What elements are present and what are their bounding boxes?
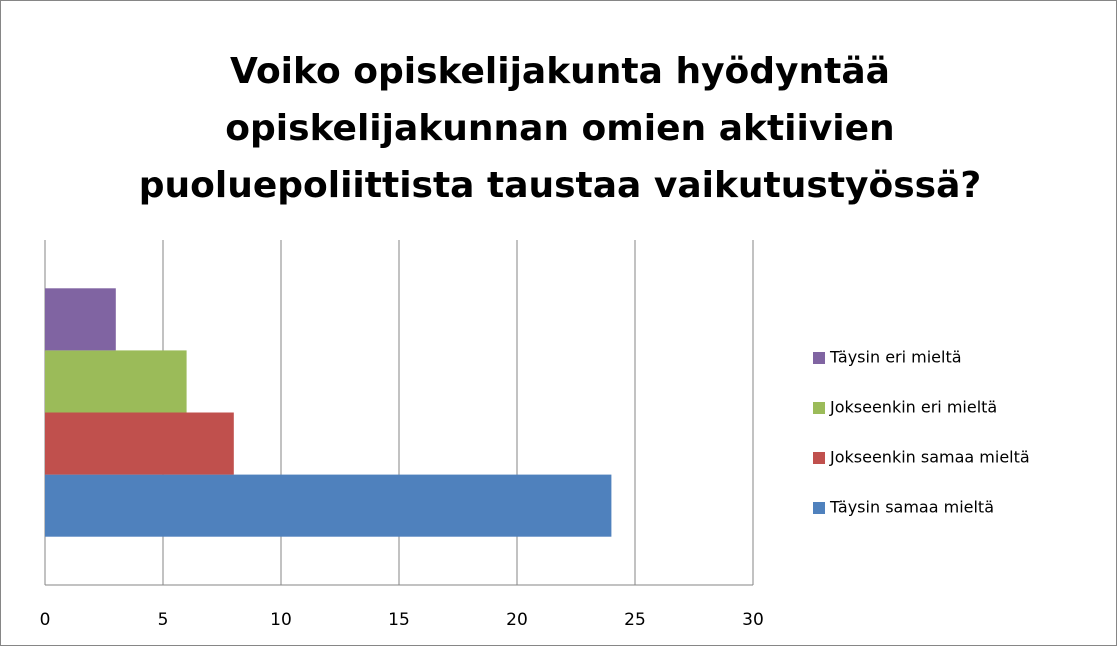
x-tick-label: 5 bbox=[158, 610, 169, 630]
x-tick-label: 15 bbox=[388, 610, 410, 630]
legend-swatch bbox=[813, 402, 825, 414]
bar bbox=[45, 288, 116, 351]
bar bbox=[45, 412, 234, 475]
legend-swatch bbox=[813, 452, 825, 464]
bar bbox=[45, 474, 612, 537]
legend-label: Täysin eri mieltä bbox=[829, 348, 962, 367]
legend-label: Jokseenkin samaa mieltä bbox=[829, 448, 1030, 467]
chart-title: puoluepoliittista taustaa vaikutustyössä… bbox=[139, 165, 982, 206]
legend-label: Täysin samaa mieltä bbox=[829, 498, 994, 517]
legend-swatch bbox=[813, 352, 825, 364]
legend-swatch bbox=[813, 502, 825, 514]
x-tick-label: 10 bbox=[270, 610, 292, 630]
x-tick-label: 30 bbox=[742, 610, 764, 630]
chart-title: Voiko opiskelijakunta hyödyntää bbox=[230, 51, 890, 92]
x-tick-label: 25 bbox=[624, 610, 646, 630]
x-tick-label: 0 bbox=[40, 610, 51, 630]
legend-label: Jokseenkin eri mieltä bbox=[829, 398, 997, 417]
bar bbox=[45, 350, 187, 413]
x-tick-label: 20 bbox=[506, 610, 528, 630]
chart-title: opiskelijakunnan omien aktiivien bbox=[225, 108, 894, 149]
